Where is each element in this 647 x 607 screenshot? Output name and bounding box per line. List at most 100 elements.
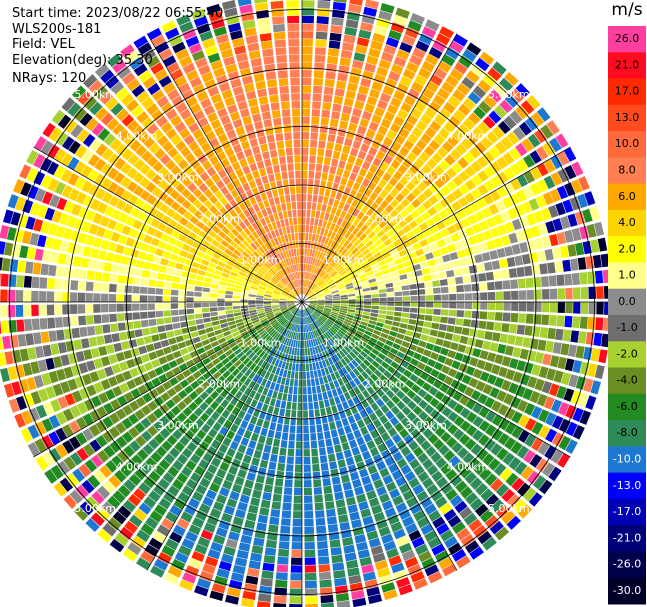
velocity-gate xyxy=(410,295,418,301)
velocity-gate xyxy=(151,359,161,368)
velocity-gate xyxy=(206,267,215,274)
velocity-gate xyxy=(3,242,14,256)
velocity-gate xyxy=(368,278,377,284)
colorbar-swatch xyxy=(608,551,646,579)
velocity-gate xyxy=(325,255,331,263)
velocity-gate xyxy=(336,254,343,262)
velocity-gate xyxy=(364,523,377,533)
velocity-gate xyxy=(430,368,440,378)
velocity-gate xyxy=(152,161,164,173)
velocity-gate xyxy=(292,308,298,315)
velocity-gate xyxy=(195,57,208,69)
velocity-gate xyxy=(336,217,344,226)
velocity-gate xyxy=(414,101,427,113)
velocity-gate xyxy=(410,571,425,583)
velocity-gate xyxy=(317,548,329,557)
velocity-gate xyxy=(376,460,387,471)
velocity-gate xyxy=(257,310,265,314)
velocity-gate xyxy=(308,306,315,311)
velocity-gate xyxy=(124,285,133,294)
velocity-gate xyxy=(250,399,258,408)
velocity-gate xyxy=(299,317,302,325)
velocity-gate xyxy=(276,470,285,479)
velocity-gate xyxy=(421,60,435,73)
velocity-gate xyxy=(474,503,489,517)
velocity-gate xyxy=(481,252,491,262)
velocity-gate xyxy=(142,443,154,456)
velocity-gate xyxy=(579,272,588,285)
velocity-gate xyxy=(334,88,345,97)
velocity-gate xyxy=(537,339,547,351)
velocity-gate xyxy=(379,306,387,310)
velocity-gate xyxy=(78,206,89,219)
velocity-gate xyxy=(263,444,272,454)
velocity-gate xyxy=(436,146,449,158)
velocity-gate xyxy=(260,217,267,226)
velocity-gate xyxy=(63,366,74,379)
velocity-gate xyxy=(275,220,282,229)
velocity-gate xyxy=(359,245,368,253)
velocity-gate xyxy=(150,237,160,247)
velocity-gate xyxy=(294,316,298,324)
velocity-gate xyxy=(558,402,570,416)
velocity-gate xyxy=(362,314,370,320)
velocity-gate xyxy=(558,435,571,451)
velocity-gate xyxy=(250,242,258,251)
velocity-gate xyxy=(585,332,595,345)
velocity-gate xyxy=(170,115,182,127)
velocity-gate xyxy=(286,155,294,164)
velocity-gate xyxy=(133,63,148,77)
colorbar-tick-label: 26.0 xyxy=(615,32,640,45)
velocity-gate xyxy=(166,387,177,398)
velocity-gate xyxy=(270,319,277,325)
velocity-gate xyxy=(426,375,436,385)
velocity-gate xyxy=(579,361,590,376)
velocity-gate xyxy=(348,255,356,263)
velocity-gate xyxy=(172,459,184,471)
velocity-gate xyxy=(154,366,164,376)
velocity-gate xyxy=(373,73,386,84)
velocity-gate xyxy=(296,248,300,256)
velocity-gate xyxy=(479,311,488,320)
velocity-gate xyxy=(244,322,253,327)
velocity-gate xyxy=(304,287,308,295)
velocity-gate xyxy=(406,61,419,73)
velocity-gate xyxy=(116,65,131,80)
velocity-gate xyxy=(228,579,243,590)
velocity-gate xyxy=(123,391,135,403)
velocity-gate xyxy=(440,347,449,356)
velocity-gate xyxy=(245,236,253,245)
velocity-gate xyxy=(302,379,307,387)
velocity-gate xyxy=(330,25,343,34)
velocity-gate xyxy=(346,353,354,362)
velocity-gate xyxy=(342,169,351,179)
velocity-gate xyxy=(399,542,413,554)
velocity-gate xyxy=(370,402,380,412)
velocity-gate xyxy=(218,520,231,531)
velocity-gate xyxy=(518,313,526,324)
velocity-gate xyxy=(314,54,326,63)
velocity-gate xyxy=(503,182,515,195)
velocity-gate xyxy=(438,323,447,331)
velocity-gate xyxy=(153,341,162,350)
velocity-gate xyxy=(349,371,357,380)
velocity-gate xyxy=(235,93,246,103)
velocity-gate xyxy=(257,288,265,292)
velocity-gate xyxy=(415,248,425,257)
colorbar-tick-label: -2.0 xyxy=(616,347,637,360)
velocity-gate xyxy=(295,308,299,316)
velocity-gate xyxy=(276,314,284,320)
velocity-gate xyxy=(412,484,425,496)
velocity-gate xyxy=(265,437,273,446)
velocity-gate xyxy=(302,387,307,395)
velocity-gate xyxy=(426,483,439,496)
velocity-gate xyxy=(579,225,589,240)
velocity-gate xyxy=(334,396,341,405)
velocity-gate xyxy=(53,165,66,179)
velocity-gate xyxy=(339,327,348,334)
velocity-gate xyxy=(378,310,387,315)
velocity-gate xyxy=(498,366,508,378)
velocity-gate xyxy=(233,312,242,317)
velocity-gate xyxy=(287,302,295,305)
velocity-gate xyxy=(329,248,335,257)
